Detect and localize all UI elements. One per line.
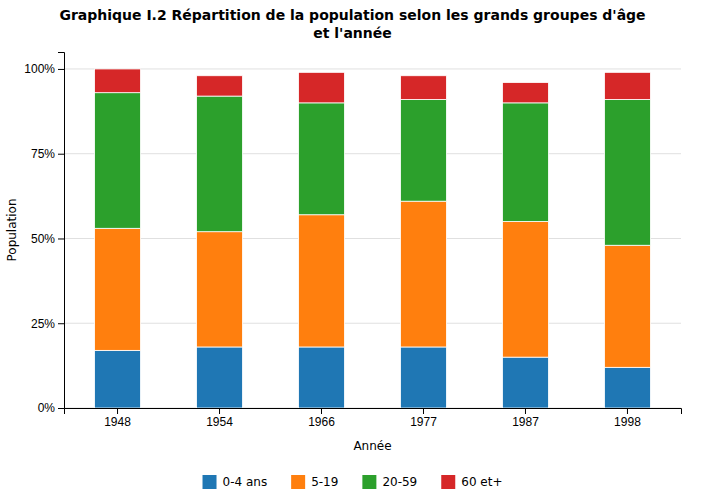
bar [401, 201, 447, 347]
title: Graphique I.2 Répartition de la populati… [59, 7, 645, 41]
legend-item: 5-19 [291, 475, 338, 489]
y-tick-label: 100% [24, 62, 55, 76]
y-tick: 100% [24, 62, 64, 76]
grid-line [64, 153, 681, 154]
y-tick-mark [58, 408, 64, 409]
y-tick: 50% [31, 232, 64, 246]
series [95, 347, 651, 408]
legend-item: 0-4 ans [203, 475, 268, 489]
x-tick-label: 1948 [104, 415, 131, 429]
x-tick-mark [219, 408, 220, 414]
plot: 0% 25% 50% 75% 100% 1948 1954 1966 1977 1987 1998 A… [5, 53, 682, 454]
bar [95, 69, 141, 93]
x-tick: 1977 [410, 408, 437, 429]
y-axis: 0% 25% 50% 75% 100% [24, 53, 64, 416]
bar [95, 350, 141, 408]
y-tick-mark [58, 69, 64, 70]
x-tick-label: 1987 [512, 415, 539, 429]
x-tick-mark [423, 408, 424, 414]
y-axis-line [58, 53, 65, 409]
legend-label: 5-19 [311, 475, 338, 489]
grid-line [64, 68, 681, 69]
bar [197, 232, 243, 347]
x-tick-label: 1977 [410, 415, 437, 429]
x-axis-line [65, 409, 682, 415]
legend-swatch [203, 475, 217, 489]
bar [401, 99, 447, 201]
x-tick-label: 1966 [308, 415, 335, 429]
bar [401, 347, 447, 408]
title-line: Graphique I.2 Répartition de la populati… [59, 7, 645, 23]
x-tick: 1954 [206, 408, 233, 429]
bar [299, 215, 345, 347]
legend-item: 60 et+ [441, 475, 502, 489]
y-tick: 75% [31, 147, 64, 161]
title-line: et l'année [313, 25, 392, 41]
x-tick-label: 1954 [206, 415, 233, 429]
bar [197, 96, 243, 232]
x-tick: 1966 [308, 408, 335, 429]
y-tick: 25% [31, 317, 64, 331]
bar [401, 76, 447, 100]
legend-label: 60 et+ [461, 475, 502, 489]
y-tick: 0% [38, 401, 64, 415]
bar [299, 347, 345, 408]
y-tick-label: 50% [31, 232, 55, 246]
bar [299, 72, 345, 103]
bar [95, 228, 141, 350]
bar [503, 357, 549, 408]
x-tick-label: 1998 [614, 415, 641, 429]
bar [197, 347, 243, 408]
bar [605, 72, 651, 99]
series [95, 201, 651, 367]
series [95, 93, 651, 246]
bar [605, 367, 651, 408]
y-tick-label: 25% [31, 317, 55, 331]
legend-swatch [362, 475, 376, 489]
bar [503, 222, 549, 358]
series [95, 69, 651, 103]
bar [503, 83, 549, 103]
legend-swatch [291, 475, 305, 489]
y-tick-label: 0% [38, 401, 56, 415]
bar [605, 245, 651, 367]
chart: Graphique I.2 Répartition de la populati… [0, 0, 705, 504]
legend-label: 20-59 [382, 475, 417, 489]
x-axis-title: Année [353, 439, 391, 453]
x-tick: 1987 [512, 408, 539, 429]
bar [605, 99, 651, 245]
bar [95, 93, 141, 229]
grid-line [64, 238, 681, 239]
x-tick-mark [627, 408, 628, 414]
y-tick-mark [58, 323, 64, 324]
y-tick-label: 75% [31, 147, 55, 161]
legend: 0-4 ans 5-19 20-59 60 et+ [203, 475, 503, 489]
bar [299, 103, 345, 215]
x-tick: 1998 [614, 408, 641, 429]
legend-swatch [441, 475, 455, 489]
y-tick-mark [58, 154, 64, 155]
bars [95, 69, 651, 408]
grid-line [64, 323, 681, 324]
x-axis: 1948 1954 1966 1977 1987 1998 [65, 408, 682, 429]
legend-label: 0-4 ans [223, 475, 268, 489]
y-tick-mark [58, 238, 64, 239]
x-tick-mark [321, 408, 322, 414]
bar [197, 76, 243, 96]
x-tick: 1948 [104, 408, 131, 429]
legend-item: 20-59 [362, 475, 417, 489]
y-axis-title: Population [5, 198, 19, 261]
x-tick-mark [525, 408, 526, 414]
grid [64, 69, 681, 408]
bar [503, 103, 549, 222]
x-tick-mark [117, 408, 118, 414]
